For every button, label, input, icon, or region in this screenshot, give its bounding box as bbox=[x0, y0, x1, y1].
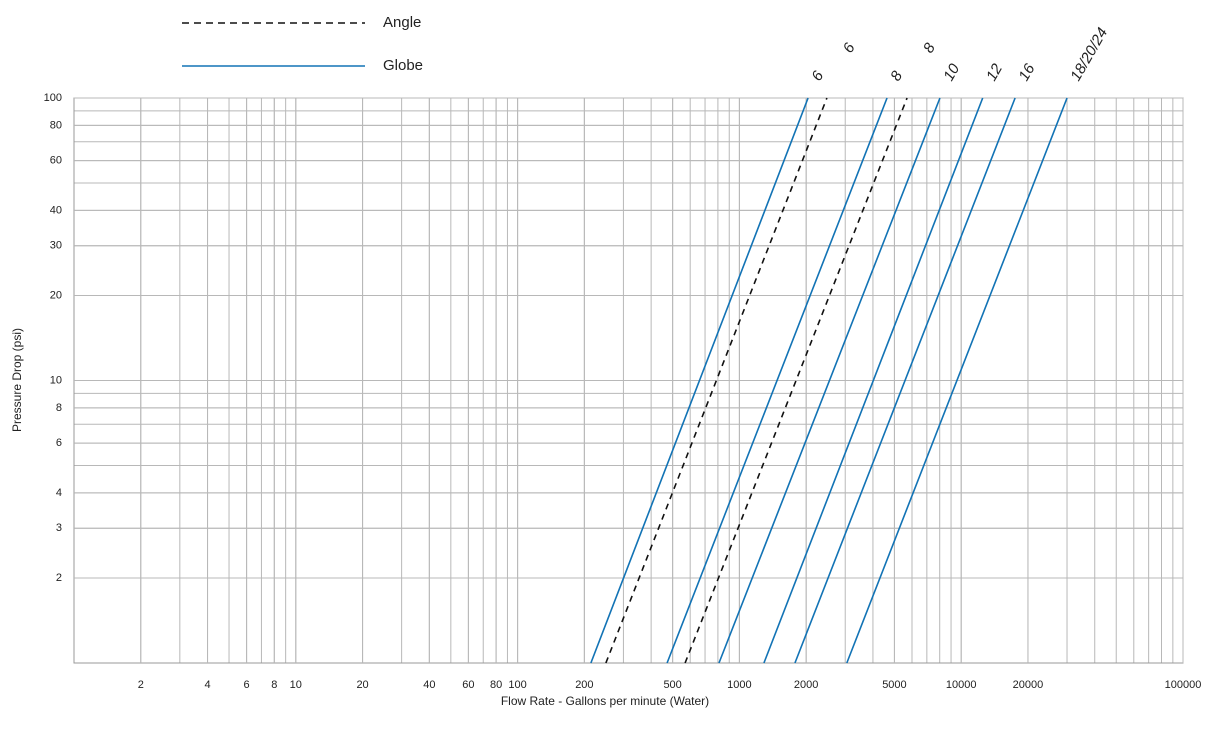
y-tick-label: 60 bbox=[50, 155, 62, 167]
legend-label: Angle bbox=[383, 14, 421, 31]
x-tick-label: 20 bbox=[356, 679, 368, 691]
series-line bbox=[605, 97, 828, 664]
x-tick-label: 100 bbox=[508, 679, 526, 691]
y-tick-label: 20 bbox=[50, 289, 62, 301]
series-label: 6 bbox=[840, 40, 859, 56]
series-line bbox=[846, 97, 1068, 664]
x-tick-label: 5000 bbox=[882, 679, 906, 691]
y-axis-label: Pressure Drop (psi) bbox=[10, 328, 24, 432]
series-label: 12 bbox=[983, 60, 1006, 84]
series-label: 8 bbox=[920, 40, 939, 56]
series-label: 16 bbox=[1015, 60, 1038, 84]
series-label: 6 bbox=[808, 68, 827, 84]
y-tick-label: 8 bbox=[56, 402, 62, 414]
series-line bbox=[763, 97, 984, 664]
series-line bbox=[590, 97, 809, 664]
y-tick-label: 30 bbox=[50, 240, 62, 252]
y-tick-label: 40 bbox=[50, 204, 62, 216]
series-line bbox=[684, 97, 908, 664]
y-tick-label: 4 bbox=[56, 487, 62, 499]
x-tick-label: 20000 bbox=[1013, 679, 1044, 691]
series-line bbox=[718, 97, 941, 664]
y-tick-label: 2 bbox=[56, 572, 62, 584]
y-tick-label: 80 bbox=[50, 119, 62, 131]
x-tick-label: 10 bbox=[290, 679, 302, 691]
series-line bbox=[666, 97, 888, 664]
y-tick-label: 6 bbox=[56, 437, 62, 449]
x-tick-label: 8 bbox=[271, 679, 277, 691]
x-tick-label: 10000 bbox=[946, 679, 977, 691]
legend-label: Globe bbox=[383, 57, 423, 74]
x-tick-label: 100000 bbox=[1165, 679, 1202, 691]
x-tick-label: 40 bbox=[423, 679, 435, 691]
x-tick-label: 80 bbox=[490, 679, 502, 691]
x-tick-label: 500 bbox=[663, 679, 681, 691]
series-line bbox=[794, 97, 1016, 664]
x-tick-label: 2000 bbox=[794, 679, 818, 691]
series-label: 18/20/24 bbox=[1067, 25, 1111, 84]
y-tick-label: 100 bbox=[44, 92, 62, 104]
y-tick-label: 10 bbox=[50, 374, 62, 386]
x-tick-label: 2 bbox=[138, 679, 144, 691]
x-tick-label: 60 bbox=[462, 679, 474, 691]
x-tick-label: 200 bbox=[575, 679, 593, 691]
x-tick-label: 6 bbox=[244, 679, 250, 691]
y-tick-label: 3 bbox=[56, 522, 62, 534]
x-axis-label: Flow Rate - Gallons per minute (Water) bbox=[501, 694, 709, 708]
series-label: 10 bbox=[940, 60, 963, 84]
x-tick-label: 1000 bbox=[727, 679, 751, 691]
series-label: 8 bbox=[887, 68, 906, 84]
x-tick-label: 4 bbox=[204, 679, 210, 691]
